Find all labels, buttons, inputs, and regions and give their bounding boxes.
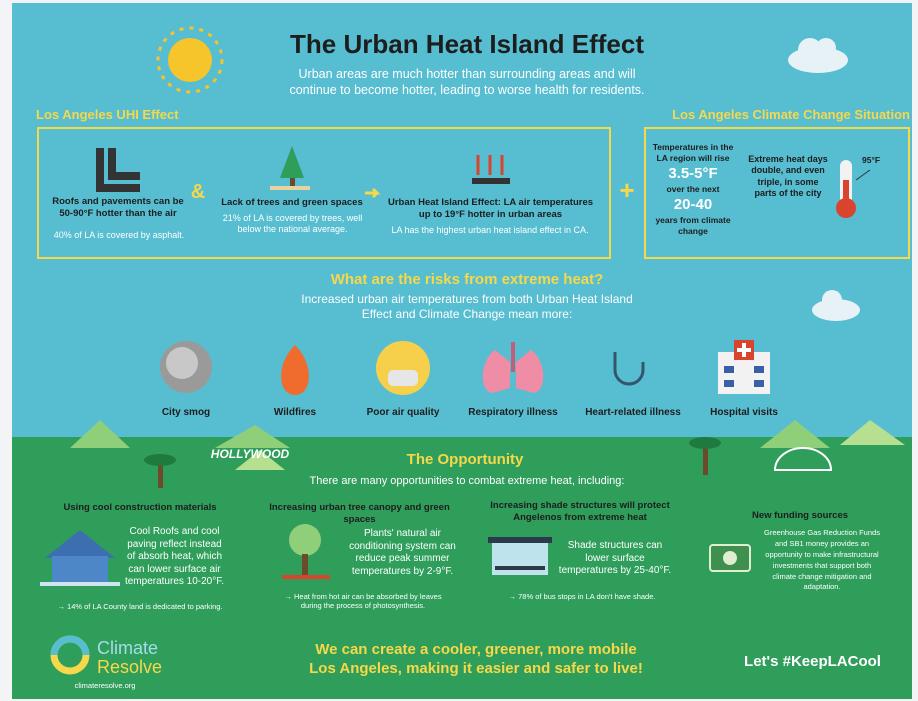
risk-label: Respiratory illness bbox=[453, 407, 573, 420]
climate-text: years from climate change bbox=[655, 215, 731, 236]
column-note: → 14% of LA County land is dedicated to … bbox=[45, 602, 235, 611]
logo-text: Resolve bbox=[97, 656, 162, 679]
climate-text: over the next bbox=[650, 184, 736, 195]
section-heading: Los Angeles Climate Change Situation bbox=[640, 107, 910, 123]
section-heading: Los Angeles UHI Effect bbox=[36, 107, 179, 123]
opportunity-heading: The Opportunity bbox=[365, 451, 565, 470]
climate-text: Temperatures in the LA region will rise bbox=[650, 142, 736, 163]
column-title: New funding sources bbox=[740, 510, 860, 522]
risk-label: City smog bbox=[136, 407, 236, 420]
item-title: Urban Heat Island Effect: LA air tempera… bbox=[388, 197, 593, 221]
subtitle: Urban areas are much hotter than surroun… bbox=[280, 67, 654, 98]
item-note: 40% of LA is covered by asphalt. bbox=[44, 230, 194, 241]
item-title: Roofs and pavements can be 50-90°F hotte… bbox=[48, 196, 188, 220]
item-note: LA has the highest urban heat island eff… bbox=[380, 225, 600, 236]
column-note: → 78% of bus stops in LA don't have shad… bbox=[497, 592, 667, 601]
hashtag: Let's #KeepLACool bbox=[735, 653, 890, 672]
climate-text: Extreme heat days double, and even tripl… bbox=[748, 154, 828, 199]
column-note: → Heat from hot air can be absorbed by l… bbox=[278, 592, 448, 611]
column-title: Increasing urban tree canopy and green s… bbox=[252, 502, 467, 526]
plus: + bbox=[615, 174, 639, 207]
column-title: Using cool construction materials bbox=[50, 502, 230, 514]
bus-stop-icon bbox=[488, 537, 552, 575]
title: The Urban Heat Island Effect bbox=[230, 28, 704, 61]
column-text: Greenhouse Gas Reduction Funds and SB1 m… bbox=[762, 528, 882, 593]
mask-face-icon bbox=[376, 341, 430, 395]
opportunity-intro: There are many opportunities to combat e… bbox=[280, 475, 654, 489]
money-icon bbox=[710, 545, 750, 571]
infographic: The Urban Heat Island Effect Urban areas… bbox=[0, 0, 918, 701]
artwork bbox=[0, 0, 918, 701]
column-text: Cool Roofs and cool paving reflect inste… bbox=[122, 526, 227, 589]
column-title: Increasing shade structures will protect… bbox=[490, 500, 670, 524]
column-text: Plants' natural air conditioning system … bbox=[340, 528, 465, 578]
website: climateresolve.org bbox=[50, 681, 160, 690]
column-text: Shade structures can lower surface tempe… bbox=[555, 540, 675, 578]
footer-message: We can create a cooler, greener, more mo… bbox=[308, 641, 644, 679]
item-note: 21% of LA is covered by trees, well belo… bbox=[215, 213, 370, 236]
thermometer-label: 95°F bbox=[862, 155, 880, 166]
hollywood-sign: HOLLYWOOD bbox=[200, 447, 300, 462]
risk-label: Heart-related illness bbox=[568, 407, 698, 420]
climate-value: 20-40 bbox=[650, 196, 736, 215]
climate-value: 3.5-5°F bbox=[650, 165, 736, 184]
risk-label: Hospital visits bbox=[694, 407, 794, 420]
connector: & bbox=[188, 180, 208, 205]
risks-intro: Increased urban air temperatures from bo… bbox=[300, 292, 634, 322]
risks-heading: What are the risks from extreme heat? bbox=[230, 271, 704, 290]
smog-icon bbox=[160, 341, 212, 393]
risk-label: Wildfires bbox=[245, 407, 345, 420]
item-title: Lack of trees and green spaces bbox=[212, 197, 372, 209]
risk-label: Poor air quality bbox=[343, 407, 463, 420]
